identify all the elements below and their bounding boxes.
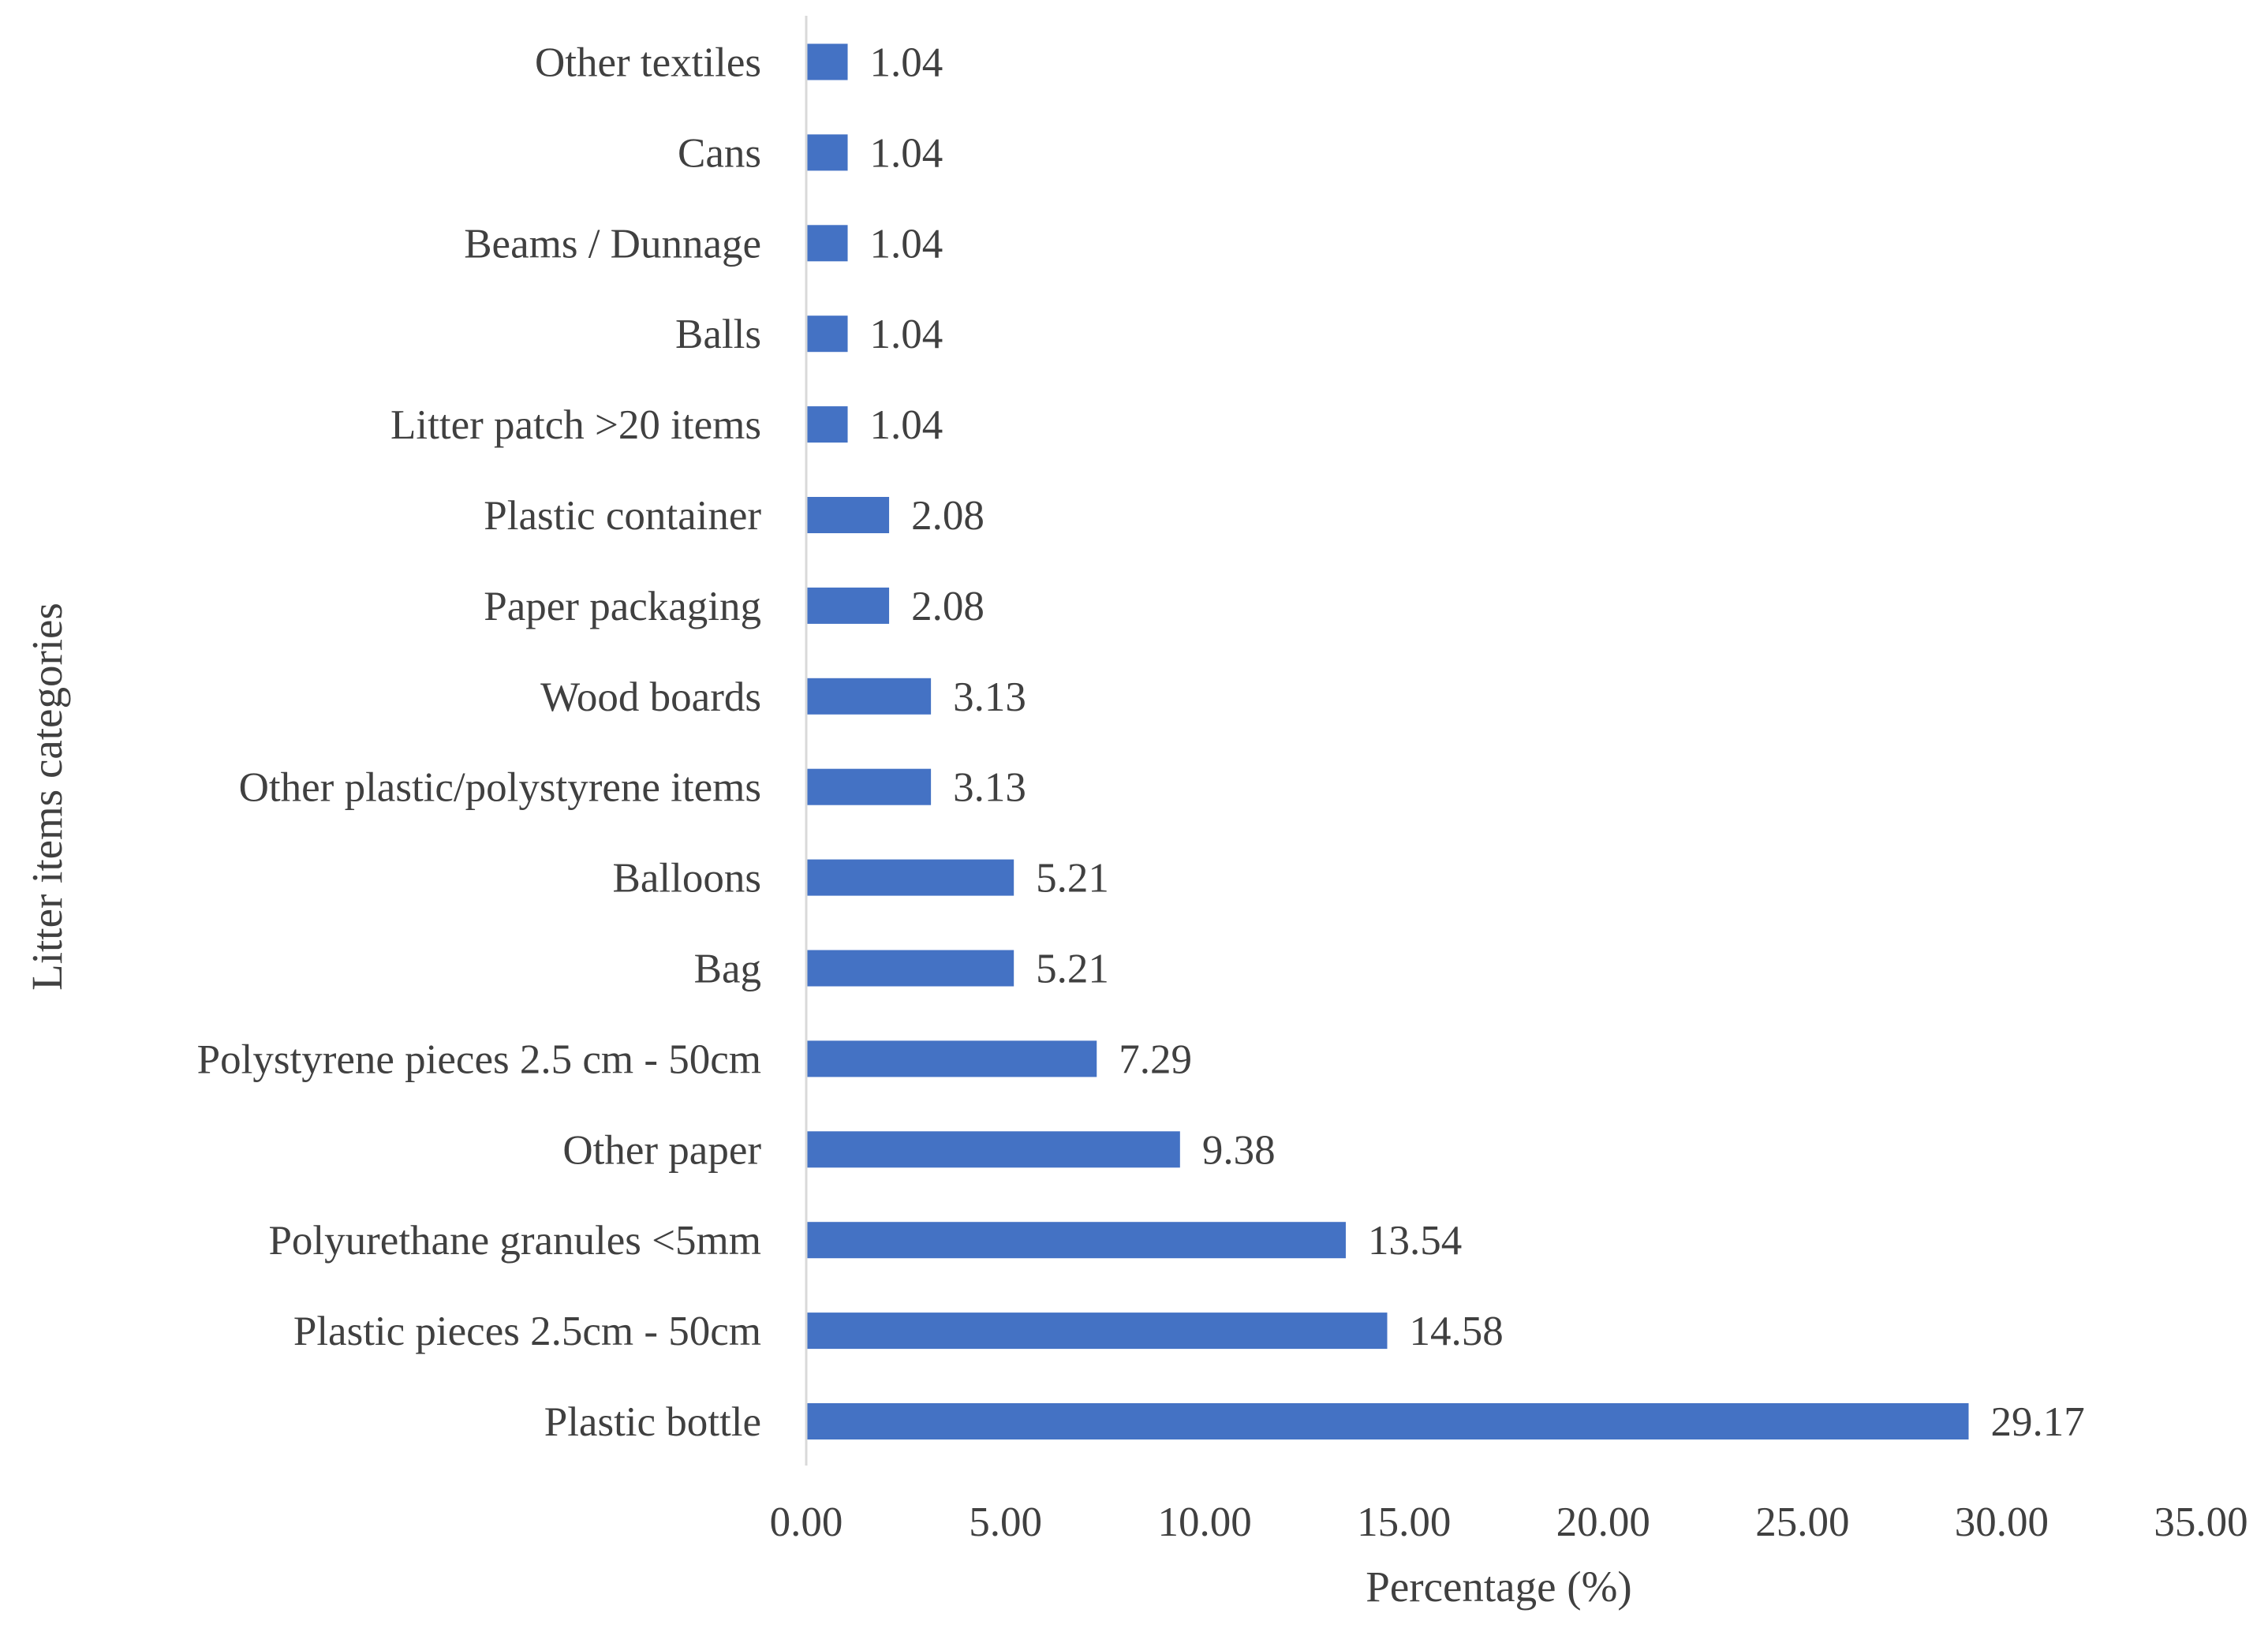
bar-2 [806,1222,1346,1259]
x-tick-label-3: 15.00 [1357,1499,1451,1545]
category-label-1: Plastic pieces 2.5cm - 50cm [293,1309,761,1354]
category-label-4: Polystyrene pieces 2.5 cm - 50cm [197,1036,761,1082]
bar-5 [806,950,1014,987]
x-tick-labels: 0.00 5.00 10.00 15.00 20.00 25.00 30.00 35.00 [770,1499,2248,1545]
bar-9 [806,587,890,624]
category-label-2: Polyurethane granules <5mm [268,1218,761,1264]
bar-6 [806,859,1014,896]
value-label-10: 2.08 [911,493,985,539]
value-label-14: 1.04 [870,130,943,176]
category-label-11: Litter patch >20 items [390,402,761,448]
x-tick-label-2: 10.00 [1158,1499,1252,1545]
bar-11 [806,406,848,443]
value-label-5: 5.21 [1036,947,1109,992]
value-label-7: 3.13 [953,765,1026,811]
category-label-10: Plastic container [484,493,761,539]
category-label-6: Balloons [613,856,761,902]
value-label-1: 14.58 [1409,1309,1503,1354]
category-label-0: Plastic bottle [544,1399,761,1445]
x-tick-label-1: 5.00 [969,1499,1042,1545]
value-labels: 29.1714.5813.549.387.295.215.213.133.132… [870,40,2085,1446]
bar-10 [806,497,890,533]
category-label-13: Beams / Dunnage [464,221,761,267]
bar-8 [806,678,932,715]
bar-4 [806,1040,1097,1077]
value-label-0: 29.17 [1991,1399,2085,1445]
category-labels: Plastic bottle Plastic pieces 2.5cm - 50c… [197,40,762,1446]
value-label-12: 1.04 [870,312,943,357]
bar-14 [806,134,848,171]
value-label-9: 2.08 [911,584,985,629]
y-axis-title: Litter items categories [23,603,71,991]
x-tick-label-5: 25.00 [1755,1499,1849,1545]
category-label-3: Other paper [562,1127,761,1173]
x-axis-title: Percentage (%) [1366,1563,1631,1611]
category-label-14: Cans [678,130,761,176]
bar-0 [806,1403,1969,1439]
x-tick-label-7: 35.00 [2154,1499,2247,1545]
category-label-8: Wood boards [540,674,761,720]
value-label-6: 5.21 [1036,856,1109,902]
category-label-7: Other plastic/polystyrene items [239,765,761,811]
bar-13 [806,225,848,262]
bar-15 [806,43,848,80]
category-label-9: Paper packaging [484,584,761,629]
value-label-11: 1.04 [870,402,943,448]
value-label-4: 7.29 [1119,1036,1192,1082]
bar-12 [806,316,848,353]
value-label-8: 3.13 [953,674,1026,720]
x-tick-label-0: 0.00 [770,1499,843,1545]
value-label-3: 9.38 [1202,1127,1276,1173]
x-tick-label-6: 30.00 [1955,1499,2049,1545]
bar-3 [806,1131,1180,1168]
bar-7 [806,768,932,805]
value-label-13: 1.04 [870,221,943,267]
value-label-2: 13.54 [1368,1218,1462,1264]
category-label-5: Bag [694,947,761,992]
x-tick-label-4: 20.00 [1556,1499,1650,1545]
bars-group [806,43,1969,1439]
category-label-15: Other textiles [535,40,761,86]
value-label-15: 1.04 [870,40,943,86]
category-label-12: Balls [675,312,761,357]
bar-1 [806,1312,1388,1350]
